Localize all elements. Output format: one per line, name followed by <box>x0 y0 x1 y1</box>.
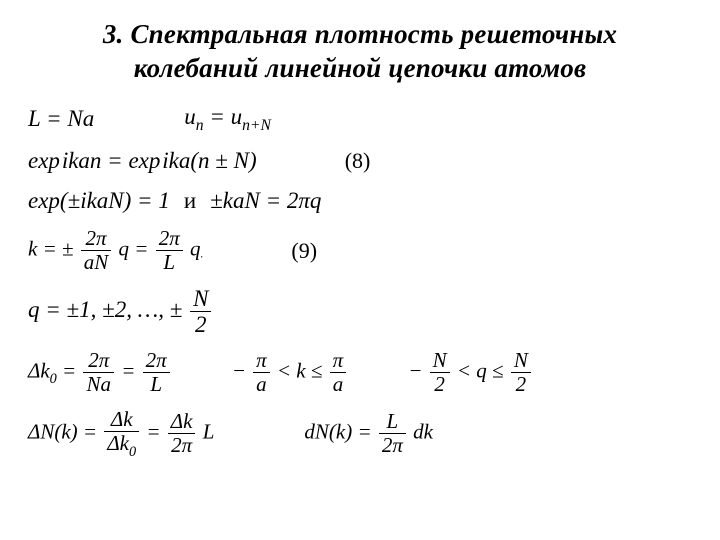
frac-pi-a-1: π a <box>253 350 270 395</box>
eq-q-bounds: − N 2 < q ≤ N 2 <box>408 350 533 395</box>
eq-row-3: exp(±ikaN) = 1 и ±kaN = 2πq <box>28 188 692 214</box>
frac-2pi-L: 2π L <box>156 228 183 273</box>
eq-row-4: k = ± 2π aN q = 2π L q. (9) <box>28 228 692 273</box>
title-line-1: 3. Спектральная плотность решеточных <box>103 19 617 49</box>
eq-number-8: (8) <box>345 148 371 174</box>
eq-dN: dN(k) = L 2π dk <box>304 411 433 456</box>
eq-kaN: ±kaN = 2πq <box>210 188 321 214</box>
eq-L-Na: L = Na <box>28 106 94 132</box>
frac-pi-a-2: π a <box>330 350 347 395</box>
frac-2pi-aN: 2π aN <box>81 228 112 273</box>
slide: { "title_line1": "3. Спектральная плотно… <box>0 0 720 540</box>
eq-row-1: L = Na un = un+N <box>28 104 692 135</box>
frac-N-2: N 2 <box>190 287 211 336</box>
eq-number-9: (9) <box>291 238 317 264</box>
eq-row-7: ΔN(k) = Δk Δk0 = Δk 2π L dN(k) = L 2π dk <box>28 409 692 458</box>
eq-row-5: q = ±1, ±2, …, ± N 2 <box>28 287 692 336</box>
eq-exp2: exp(±ikaN) = 1 <box>28 188 170 214</box>
eq-DeltaN: ΔN(k) = Δk Δk0 = Δk 2π L <box>28 409 214 458</box>
frac-2pi-L-b: 2π L <box>143 350 170 395</box>
eq-dk0: Δk0 = 2π Na = 2π L <box>28 350 172 395</box>
eq-row-2: exp ikan = exp ika(n ± N) (8) <box>28 148 692 174</box>
frac-N2-2: N 2 <box>511 350 531 395</box>
title-line-2: колебаний линейной цепочки атомов <box>134 53 587 83</box>
connector-and: и <box>184 188 196 214</box>
frac-L-2pi: L 2π <box>379 411 406 456</box>
frac-N2-1: N 2 <box>430 350 450 395</box>
frac-dk-2pi: Δk 2π <box>168 411 196 456</box>
eq-q-range: q = ±1, ±2, …, ± N 2 <box>28 287 213 336</box>
frac-2pi-Na: 2π Na <box>83 350 114 395</box>
eq-un: un = un+N <box>184 104 271 135</box>
eq-row-6: Δk0 = 2π Na = 2π L − π a < k ≤ π a <box>28 350 692 395</box>
eq-k-bounds: − π a < k ≤ π a <box>232 350 349 395</box>
frac-dk-dk0: Δk Δk0 <box>104 409 139 458</box>
slide-title: 3. Спектральная плотность решеточных кол… <box>28 18 692 86</box>
eq-k: k = ± 2π aN q = 2π L q. <box>28 228 203 273</box>
eq-exp1: exp ikan = exp ika(n ± N) <box>28 148 257 174</box>
